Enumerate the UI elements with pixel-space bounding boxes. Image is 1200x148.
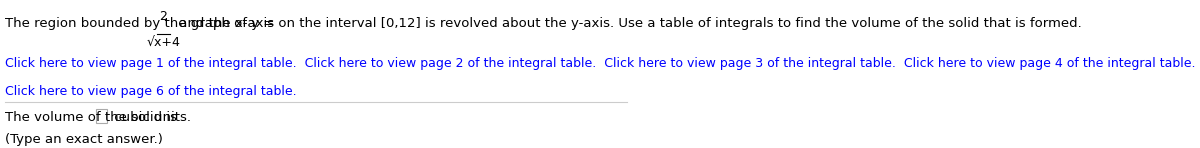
Text: cubic units.: cubic units. bbox=[110, 111, 191, 124]
Text: (Type an exact answer.): (Type an exact answer.) bbox=[5, 133, 163, 146]
Text: and the x-axis on the interval [0,12] is revolved about the y-axis. Use a table : and the x-axis on the interval [0,12] is… bbox=[174, 17, 1081, 30]
FancyBboxPatch shape bbox=[96, 109, 108, 123]
Text: Click here to view page 6 of the integral table.: Click here to view page 6 of the integra… bbox=[5, 85, 296, 98]
Text: √x+4: √x+4 bbox=[146, 36, 181, 48]
Text: 2: 2 bbox=[160, 10, 167, 23]
Text: Click here to view page 1 of the integral table.  Click here to view page 2 of t: Click here to view page 1 of the integra… bbox=[5, 57, 1200, 70]
Text: The volume of the solid is: The volume of the solid is bbox=[5, 111, 178, 124]
Text: The region bounded by the graph of y =: The region bounded by the graph of y = bbox=[5, 17, 275, 30]
